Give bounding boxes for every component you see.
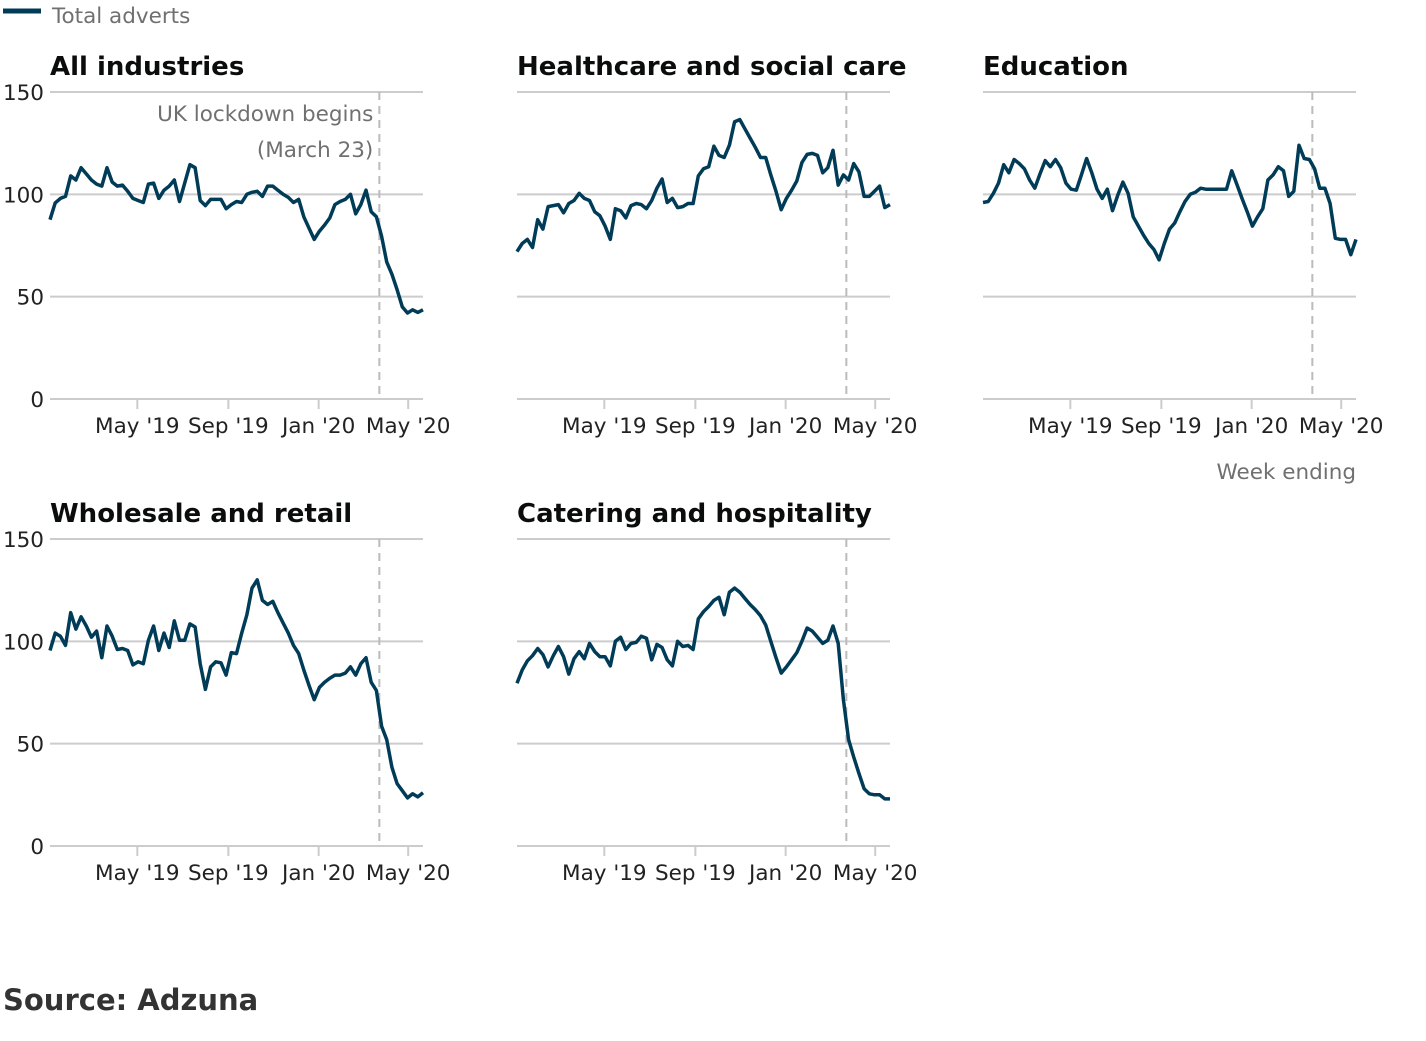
x-tick-label: Jan '20 [747, 861, 822, 886]
x-tick-label: Sep '19 [188, 861, 269, 886]
y-tick-label: 0 [30, 835, 44, 860]
x-tick-label: Jan '20 [280, 861, 355, 886]
lockdown-annotation-line2: (March 23) [257, 138, 374, 163]
panel-title: Catering and hospitality [517, 499, 872, 529]
series-line-total-adverts [515, 117, 891, 253]
panel: Education May '19 Sep '19 Jan '20 May '20 [982, 52, 1384, 439]
x-tick-label: Sep '19 [655, 861, 736, 886]
x-tick-label: May '19 [1028, 414, 1113, 439]
x-tick-label: Jan '20 [747, 414, 822, 439]
y-tick-label: 0 [30, 388, 44, 413]
y-tick-label: 50 [17, 733, 44, 758]
x-axis-label: Week ending [1217, 460, 1357, 485]
x-tick-label: May '19 [562, 414, 647, 439]
x-tick-label: May '20 [1299, 414, 1384, 439]
x-tick-label: May '19 [95, 414, 180, 439]
x-tick-label: Sep '19 [188, 414, 269, 439]
x-tick-label: May '20 [833, 414, 918, 439]
x-tick-label: May '20 [833, 861, 918, 886]
source-note: Source: Adzuna [3, 983, 258, 1017]
panel-title: All industries [50, 52, 244, 82]
x-tick-label: May '20 [366, 414, 451, 439]
x-tick-label: Sep '19 [655, 414, 736, 439]
x-tick-label: Jan '20 [1213, 414, 1288, 439]
series-line-total-adverts [515, 586, 890, 801]
series-line-total-adverts [48, 162, 424, 315]
y-tick-label: 100 [3, 183, 44, 208]
x-tick-label: Sep '19 [1121, 414, 1202, 439]
y-tick-label: 100 [3, 630, 44, 655]
series-line-total-adverts [48, 578, 425, 800]
panel: Catering and hospitality May '19 Sep '19 Ja… [515, 499, 918, 886]
panel-title: Healthcare and social care [517, 52, 907, 82]
y-tick-label: 150 [3, 528, 44, 553]
y-tick-label: 150 [3, 81, 44, 106]
panel: All industries 0 50 100 150 May '19 Sep '19 Jan… [3, 52, 451, 439]
panel: Healthcare and social care May '19 Sep '19… [515, 52, 918, 439]
legend: Total adverts [3, 4, 190, 29]
x-tick-label: May '19 [562, 861, 647, 886]
x-tick-label: May '19 [95, 861, 180, 886]
panel-title: Wholesale and retail [50, 499, 352, 529]
panel-title: Education [983, 52, 1129, 82]
x-tick-label: May '20 [366, 861, 451, 886]
lockdown-annotation-line1: UK lockdown begins [157, 102, 373, 127]
x-tick-label: Jan '20 [280, 414, 355, 439]
y-tick-label: 50 [17, 286, 44, 311]
panel: Wholesale and retail 0 50 100 150 May '19 Sep … [3, 499, 451, 886]
series-line-total-adverts [982, 143, 1358, 262]
legend-label: Total adverts [51, 4, 190, 29]
